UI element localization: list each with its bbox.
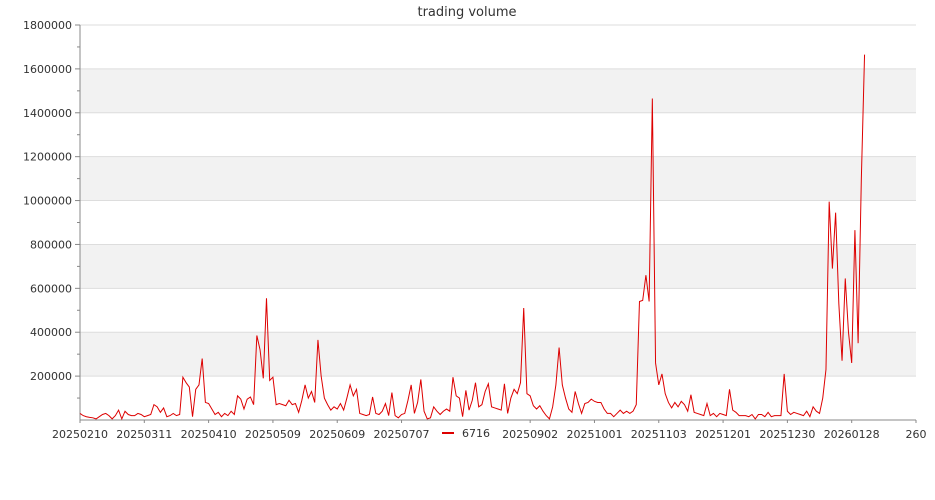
y-tick-label: 1600000 (23, 63, 72, 76)
x-tick-label: 20250311 (116, 428, 172, 441)
x-tick-label: 20251230 (759, 428, 815, 441)
x-tick-label: 20250509 (245, 428, 301, 441)
y-tick-label: 1400000 (23, 107, 72, 120)
series-line-6716 (79, 54, 866, 421)
y-tick-label: 1200000 (23, 151, 72, 164)
y-tick-label: 400000 (30, 326, 72, 339)
x-tick-label: 20250902 (502, 428, 558, 441)
grid-band (80, 332, 916, 377)
x-tick-label: 20260128 (824, 428, 880, 441)
y-tick-label: 1800000 (23, 19, 72, 32)
x-tick-label: 260 (906, 428, 927, 441)
grid-band (80, 68, 916, 113)
x-tick-label: 20250410 (181, 428, 237, 441)
x-axis: 20250210 20250311 20250410 20250509 20250609… (52, 419, 927, 441)
x-tick-label: 20251001 (566, 428, 622, 441)
gridlines (80, 24, 916, 377)
y-tick-label: 1000000 (23, 195, 72, 208)
y-axis: 200000 400000 600000 800000 1000000 1200000 14… (23, 19, 81, 420)
grid-band (80, 244, 916, 289)
legend-label: 6716 (462, 427, 490, 440)
y-tick-label: 600000 (30, 282, 72, 295)
y-tick-label: 200000 (30, 370, 72, 383)
x-tick-label: 20250707 (374, 428, 430, 441)
grid-bands (80, 68, 916, 377)
x-tick-label: 20250609 (309, 428, 365, 441)
chart-title: trading volume (417, 5, 516, 20)
grid-band (80, 156, 916, 201)
x-tick-label: 20250210 (52, 428, 108, 441)
y-tick-label: 800000 (30, 238, 72, 251)
legend: 6716 (442, 427, 490, 440)
x-tick-label: 20251103 (631, 428, 687, 441)
x-tick-label: 20251201 (695, 428, 751, 441)
